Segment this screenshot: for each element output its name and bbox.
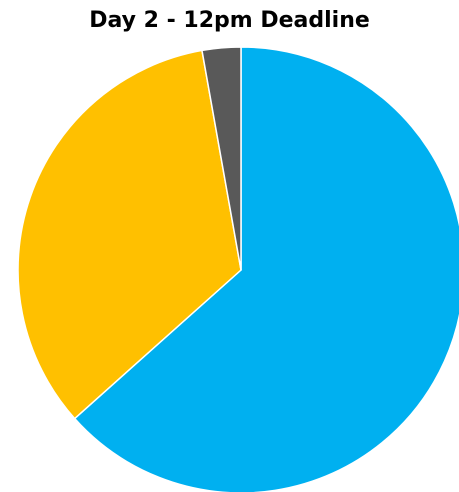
pie-slice-2 (17, 49, 242, 420)
pie-slice-1 (73, 46, 459, 492)
chart-title: Day 2 - 12pm Deadline (89, 8, 370, 33)
pie-slice-3 (201, 46, 242, 271)
